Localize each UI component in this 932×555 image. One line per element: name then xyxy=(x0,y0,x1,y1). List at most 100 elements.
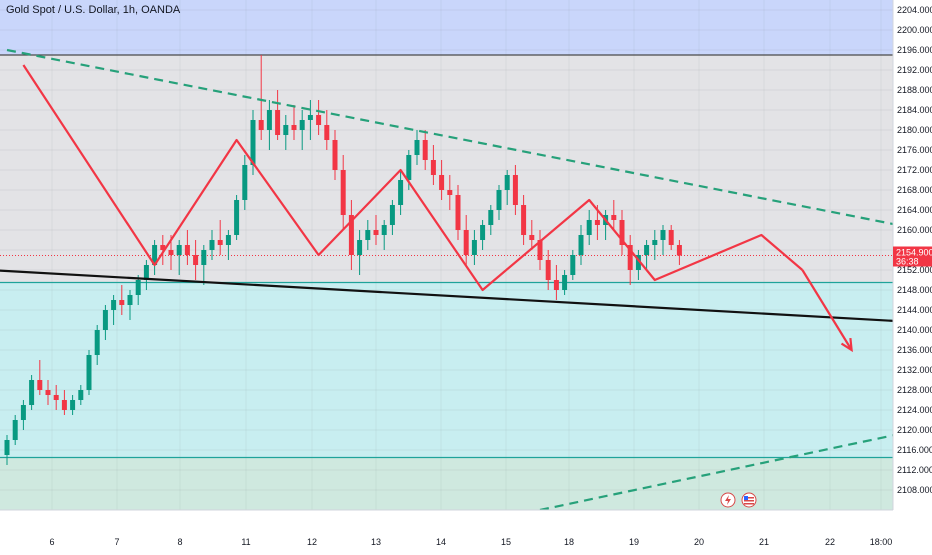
x-tick-label: 6 xyxy=(49,537,54,547)
candle-body xyxy=(250,120,256,165)
grid-layer xyxy=(0,0,893,510)
candle-body xyxy=(463,230,469,255)
candle-body xyxy=(521,205,527,235)
candle-body xyxy=(471,240,477,255)
candle-body xyxy=(644,245,650,255)
candle-body xyxy=(209,240,215,250)
candle-body xyxy=(143,265,149,280)
candle-body xyxy=(545,260,551,280)
x-tick-label: 19 xyxy=(629,537,639,547)
candle-body xyxy=(53,395,59,400)
candle-body xyxy=(480,225,486,240)
candle-body xyxy=(4,440,10,455)
zone-1 xyxy=(0,55,893,283)
candle-body xyxy=(29,380,35,405)
candle-body xyxy=(12,420,18,440)
candle-body xyxy=(299,120,305,130)
x-tick-label: 14 xyxy=(436,537,446,547)
candle-body xyxy=(414,140,420,155)
y-tick-label: 2108.000 xyxy=(897,485,932,495)
x-tick-label: 13 xyxy=(371,537,381,547)
candle-body xyxy=(45,390,51,395)
candle-body xyxy=(553,280,559,290)
candle-body xyxy=(307,115,313,120)
candle-body xyxy=(20,405,26,420)
y-tick-label: 2112.000 xyxy=(897,465,932,475)
candle-body xyxy=(611,215,617,220)
countdown-label: 36:38 xyxy=(896,257,919,267)
y-tick-label: 2200.000 xyxy=(897,25,932,35)
y-tick-label: 2152.000 xyxy=(897,265,932,275)
x-tick-label: 7 xyxy=(114,537,119,547)
zigzag-pattern xyxy=(22,64,804,292)
candle-body xyxy=(430,160,436,175)
lightning-icon[interactable] xyxy=(720,492,736,508)
candle-body xyxy=(168,250,174,255)
projection-arrow-line xyxy=(801,269,853,351)
candle-body xyxy=(504,175,510,190)
y-tick-label: 2180.000 xyxy=(897,125,932,135)
candle-body xyxy=(37,380,43,390)
levels-layer xyxy=(0,54,893,459)
candle-body xyxy=(635,255,641,270)
candle-body xyxy=(94,330,100,355)
candle-body xyxy=(86,355,92,390)
candle-body xyxy=(389,205,395,225)
candle-body xyxy=(283,125,289,135)
candle-body xyxy=(152,245,158,265)
projection-arrow-head xyxy=(840,337,853,353)
y-tick-label: 2204.000 xyxy=(897,5,932,15)
candle-body xyxy=(340,170,346,215)
candle-body xyxy=(78,390,84,400)
candle-body xyxy=(316,115,322,125)
candle-body xyxy=(594,220,600,225)
x-tick-label: 22 xyxy=(825,537,835,547)
candle-body xyxy=(668,230,674,245)
candle-body xyxy=(619,220,625,245)
x-tick-label: 15 xyxy=(501,537,511,547)
us-flag-icon[interactable] xyxy=(741,492,757,508)
candle-body xyxy=(660,230,666,240)
y-tick-label: 2160.000 xyxy=(897,225,932,235)
candle-body xyxy=(422,140,428,160)
candle-body xyxy=(258,120,264,130)
y-tick-label: 2176.000 xyxy=(897,145,932,155)
x-tick-label: 11 xyxy=(241,537,250,547)
x-tick-label: 18:00 xyxy=(870,537,893,547)
candle-body xyxy=(111,300,117,310)
candle-body xyxy=(562,275,568,290)
y-tick-label: 2184.000 xyxy=(897,105,932,115)
candle-body xyxy=(578,235,584,255)
candle-body xyxy=(348,215,354,255)
candle-body xyxy=(61,400,67,410)
x-tick-label: 20 xyxy=(694,537,704,547)
candle-body xyxy=(447,190,453,195)
zone-0 xyxy=(0,0,893,55)
y-tick-label: 2164.000 xyxy=(897,205,932,215)
y-tick-label: 2132.000 xyxy=(897,365,932,375)
candle-body xyxy=(102,310,108,330)
current-price-label: 2154.900 xyxy=(896,248,932,258)
candle-body xyxy=(512,175,518,205)
y-tick-label: 2148.000 xyxy=(897,285,932,295)
x-tick-label: 12 xyxy=(307,537,317,547)
candle-body xyxy=(586,220,592,235)
candle-body xyxy=(119,300,125,305)
candle-body xyxy=(652,240,658,245)
candle-body xyxy=(496,190,502,210)
y-tick-label: 2120.000 xyxy=(897,425,932,435)
zones-layer xyxy=(0,0,893,510)
x-tick-label: 18 xyxy=(564,537,574,547)
candle-body xyxy=(439,175,445,190)
chart-title: Gold Spot / U.S. Dollar, 1h, OANDA xyxy=(6,4,181,16)
candle-body xyxy=(266,110,272,130)
support-line xyxy=(0,269,932,325)
y-tick-label: 2124.000 xyxy=(897,405,932,415)
y-tick-label: 2168.000 xyxy=(897,185,932,195)
candle-body xyxy=(357,240,363,255)
y-tick-label: 2128.000 xyxy=(897,385,932,395)
candle-body xyxy=(225,235,231,245)
